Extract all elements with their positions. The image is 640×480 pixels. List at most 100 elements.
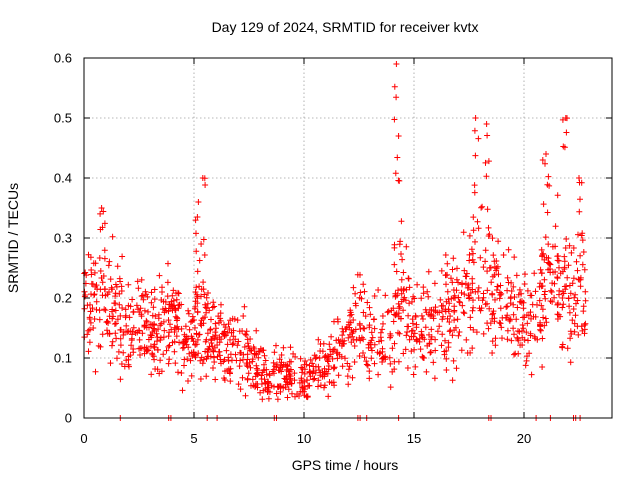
data-point [200,320,207,327]
data-point [200,279,207,286]
data-point [107,360,114,367]
data-point [114,263,121,270]
data-point [559,268,566,275]
data-point [467,314,474,321]
data-point [202,301,209,308]
data-point [394,154,401,161]
data-point [542,160,548,167]
data-point [86,339,93,346]
data-point [387,384,394,391]
data-point [120,349,127,356]
data-point [201,252,208,258]
data-point [516,286,523,293]
data-point [392,293,399,300]
data-point [129,331,135,338]
data-point [480,264,487,271]
data-point [244,340,251,347]
data-point [569,280,576,287]
data-point [449,377,456,384]
axis-ticks [83,57,612,419]
data-point [537,280,544,287]
data-point [253,365,260,372]
data-point [253,351,260,358]
data-point [280,344,287,351]
data-point [263,366,270,373]
data-point [182,338,189,345]
data-point [545,173,552,180]
data-point [421,355,427,361]
data-point [425,268,432,275]
data-point [347,307,354,314]
data-point [503,314,510,321]
data-point [157,337,164,343]
data-point [397,315,404,322]
data-point [271,370,277,377]
data-point [130,308,137,315]
data-point [408,348,415,355]
data-point [475,284,482,291]
data-point [432,347,439,354]
data-point [525,337,531,344]
data-point [522,271,528,278]
data-point [165,308,172,315]
data-point [225,321,232,328]
data-point [236,328,243,335]
data-point [566,242,573,249]
data-point [247,336,254,342]
data-point [161,327,168,334]
data-point [197,320,204,327]
data-point [334,349,341,356]
data-point [360,350,366,356]
data-point [226,326,233,332]
data-point [127,328,134,335]
data-point [574,267,581,274]
data-point [470,250,476,257]
data-point [210,348,217,355]
data-point [194,214,201,220]
data-point [421,336,428,343]
data-point [190,349,197,356]
data-point [88,291,94,298]
data-point [398,276,405,283]
data-point [449,266,456,273]
data-point [403,243,410,250]
data-point [147,332,154,338]
data-point [193,248,200,255]
data-point [212,329,219,336]
data-point [549,298,556,305]
data-point [582,297,589,304]
data-point [278,352,285,358]
data-point [511,351,517,358]
data-point [380,320,386,327]
data-point [101,255,108,262]
data-point [274,396,281,403]
data-point [460,309,467,316]
data-point [198,241,205,247]
data-point [471,189,478,196]
data-point [515,328,521,334]
data-point [199,360,206,367]
data-point [448,275,454,282]
data-point [471,127,478,134]
data-point [307,356,314,363]
data-point [349,330,356,337]
data-point [393,268,400,275]
data-point [236,363,243,370]
data-point [213,325,219,332]
data-point [137,352,143,358]
data-point [192,298,199,305]
data-point [391,261,398,268]
data-point [567,290,574,297]
data-point [460,229,467,236]
data-point [444,315,451,322]
data-point [299,369,305,376]
data-point [420,316,426,322]
data-point [451,308,458,315]
data-point [543,319,550,326]
data-point [392,170,399,177]
data-point [173,333,180,340]
data-point [291,370,298,377]
data-point [472,238,478,245]
data-point [498,290,505,297]
data-point [568,249,575,256]
